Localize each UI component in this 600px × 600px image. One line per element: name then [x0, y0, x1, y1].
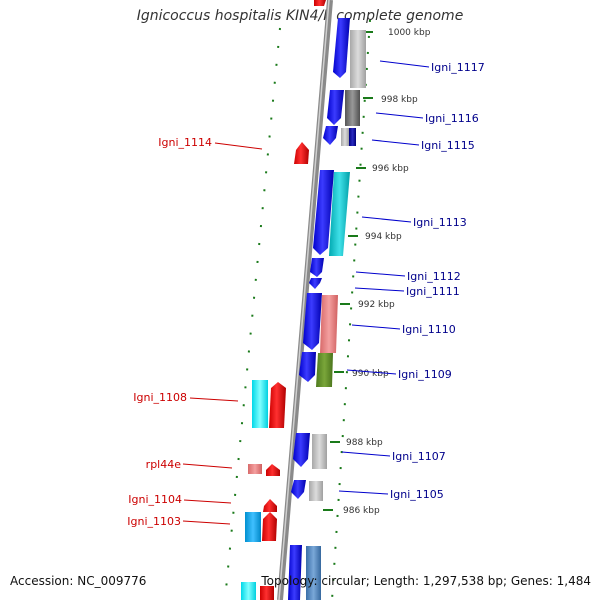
leader-igni-1113	[361, 216, 412, 223]
genome-backbone-highlight	[278, 0, 330, 600]
leader-igni-1107	[341, 451, 391, 457]
leader-igni-1105	[338, 490, 389, 495]
leader-igni-1112	[355, 271, 406, 277]
map-title: Ignicoccus hospitalis KIN4/I, complete g…	[136, 8, 464, 24]
leader-igni-1110	[351, 324, 401, 330]
cds-top-red[interactable]	[314, 0, 326, 6]
cds-igni-1114[interactable]	[294, 142, 309, 164]
cog-igni-1110	[320, 295, 338, 353]
cds-igni-1113[interactable]	[313, 170, 334, 255]
cog-igni-1115-a	[341, 128, 349, 146]
genome-summary: Topology: circular; Length: 1,297,538 bp…	[261, 574, 591, 588]
left-gene-labels	[182, 142, 263, 525]
label-igni-1113[interactable]: Igni_1113	[413, 216, 467, 229]
cds-igni-1104[interactable]	[263, 499, 277, 512]
label-igni-1103[interactable]: Igni_1103	[127, 515, 181, 528]
leader-igni-1103	[182, 520, 231, 525]
cds-rpl44e[interactable]	[266, 464, 280, 476]
genome-backbone	[277, 0, 333, 600]
scale-label-986: 986 kbp	[343, 506, 380, 516]
outer-ring-right	[331, 19, 371, 600]
cds-igni-1105[interactable]	[291, 480, 306, 499]
leader-igni-1104	[183, 499, 232, 504]
cds-igni-1115[interactable]	[323, 126, 338, 145]
scale-label-988: 988 kbp	[346, 438, 383, 448]
label-igni-1104[interactable]: Igni_1104	[128, 493, 182, 506]
label-igni-1114[interactable]: Igni_1114	[158, 136, 212, 149]
leader-igni-1115	[371, 139, 420, 146]
cog-igni-1103	[245, 512, 261, 542]
left-gene-label-text: Igni_1114 Igni_1108 rpl44e Igni_1104 Ign…	[127, 136, 212, 528]
cog-igni-1117	[350, 30, 366, 88]
right-gene-labels	[338, 60, 430, 495]
cds-igni-1110[interactable]	[303, 293, 322, 350]
cds-bottom-a[interactable]	[288, 545, 302, 600]
cds-igni-1111[interactable]	[309, 278, 322, 289]
cds-igni-1107[interactable]	[293, 433, 310, 467]
kbp-scale-labels: 1000 kbp 998 kbp 996 kbp 994 kbp 992 kbp…	[343, 28, 431, 516]
scale-label-998: 998 kbp	[381, 95, 418, 105]
leader-igni-1117	[379, 60, 430, 68]
scale-label-1000: 1000 kbp	[388, 28, 431, 38]
cds-igni-1103[interactable]	[262, 512, 277, 541]
label-rpl44e[interactable]: rpl44e	[146, 458, 182, 471]
kbp-ticks	[323, 31, 373, 511]
label-igni-1112[interactable]: Igni_1112	[407, 270, 461, 283]
label-igni-1116[interactable]: Igni_1116	[425, 112, 479, 125]
cog-igni-1115-b	[349, 128, 356, 146]
label-igni-1108[interactable]: Igni_1108	[133, 391, 187, 404]
scale-label-992: 992 kbp	[358, 300, 395, 310]
label-igni-1117[interactable]: Igni_1117	[431, 61, 485, 74]
cog-igni-1107	[312, 434, 327, 469]
leader-igni-1116	[375, 112, 424, 119]
label-igni-1111[interactable]: Igni_1111	[406, 285, 460, 298]
cds-igni-1112[interactable]	[310, 258, 324, 277]
label-igni-1110[interactable]: Igni_1110	[402, 323, 456, 336]
right-gene-label-text: Igni_1117 Igni_1116 Igni_1115 Igni_1113 …	[390, 61, 485, 501]
scale-label-994: 994 kbp	[365, 232, 402, 242]
cds-igni-1108[interactable]	[269, 382, 286, 428]
cog-bottom-cyan	[241, 582, 256, 600]
reverse-cds-track	[260, 0, 326, 600]
label-igni-1107[interactable]: Igni_1107	[392, 450, 446, 463]
cds-igni-1117[interactable]	[333, 18, 350, 78]
cog-track-left	[241, 380, 268, 600]
cog-igni-1116	[345, 90, 360, 126]
forward-cds-track	[288, 18, 350, 600]
scale-label-996: 996 kbp	[372, 164, 409, 174]
leader-rpl44e	[182, 463, 233, 469]
scale-label-990: 990 kbp	[352, 369, 389, 379]
cog-igni-1105	[309, 481, 323, 501]
cog-bottom-steel	[306, 546, 321, 600]
leader-igni-1108	[189, 397, 239, 402]
leader-igni-1114	[214, 142, 263, 150]
cog-igni-1109	[316, 353, 333, 387]
leader-igni-1109	[346, 369, 397, 375]
label-igni-1109[interactable]: Igni_1109	[398, 368, 452, 381]
cds-igni-1109[interactable]	[299, 352, 316, 382]
cog-igni-1108	[252, 380, 268, 428]
cog-rpl44e	[248, 464, 262, 474]
cog-track-right	[306, 30, 366, 600]
cds-igni-1116[interactable]	[327, 90, 344, 125]
leader-igni-1111	[354, 287, 405, 292]
cds-bottom-red[interactable]	[260, 586, 274, 600]
cog-igni-1113	[329, 172, 350, 256]
label-igni-1115[interactable]: Igni_1115	[421, 139, 475, 152]
accession-label: Accession: NC_009776	[10, 574, 147, 588]
label-igni-1105[interactable]: Igni_1105	[390, 488, 444, 501]
